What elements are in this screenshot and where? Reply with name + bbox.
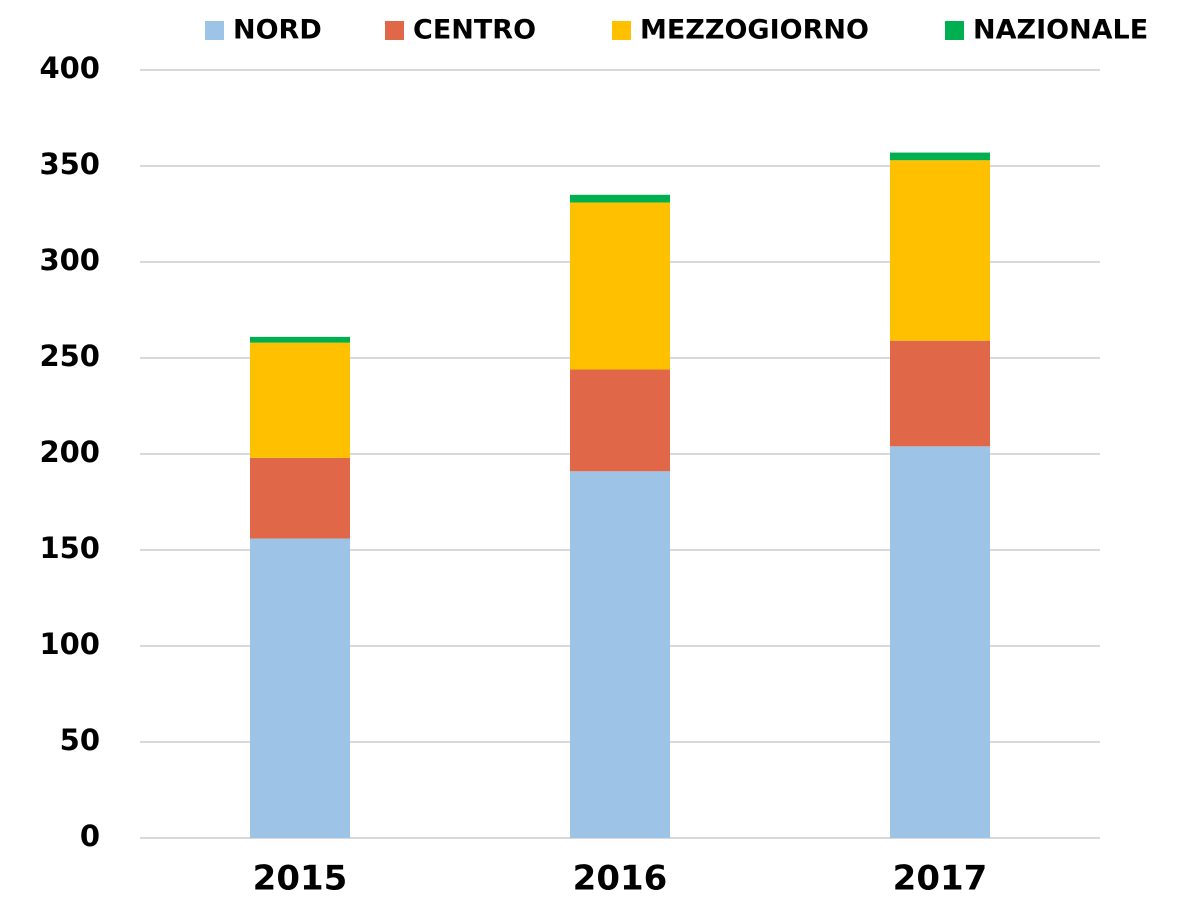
legend-swatch xyxy=(612,21,631,40)
y-tick-label: 100 xyxy=(39,627,100,661)
y-tick-label: 200 xyxy=(39,435,100,469)
legend-swatch xyxy=(385,21,404,40)
x-tick-label: 2017 xyxy=(893,859,988,899)
y-tick-label: 300 xyxy=(39,243,100,277)
legend-label: NAZIONALE xyxy=(973,15,1148,46)
legend-label: MEZZOGIORNO xyxy=(640,15,869,46)
y-tick-label: 400 xyxy=(39,51,100,85)
legend-swatch xyxy=(945,21,964,40)
x-tick-label: 2015 xyxy=(253,859,348,899)
bar-segment xyxy=(250,342,350,458)
x-tick-label: 2016 xyxy=(573,859,668,899)
legend-label: CENTRO xyxy=(413,15,536,46)
bar-segment xyxy=(570,202,670,370)
bar-segment xyxy=(890,446,990,838)
bar-segment xyxy=(890,160,990,341)
bar-segment xyxy=(890,152,990,161)
bar-segment xyxy=(890,340,990,447)
bar-segment xyxy=(250,336,350,343)
bar-segment xyxy=(570,194,670,203)
legend-swatch xyxy=(205,21,224,40)
bar-segment xyxy=(250,457,350,539)
y-tick-label: 250 xyxy=(39,339,100,373)
y-tick-label: 150 xyxy=(39,531,100,565)
y-tick-label: 350 xyxy=(39,147,100,181)
bar-segment xyxy=(570,471,670,838)
bar-segment xyxy=(250,538,350,838)
y-tick-label: 50 xyxy=(60,723,100,757)
bar-segment xyxy=(570,369,670,472)
legend-label: NORD xyxy=(233,15,322,46)
y-tick-label: 0 xyxy=(80,819,100,853)
